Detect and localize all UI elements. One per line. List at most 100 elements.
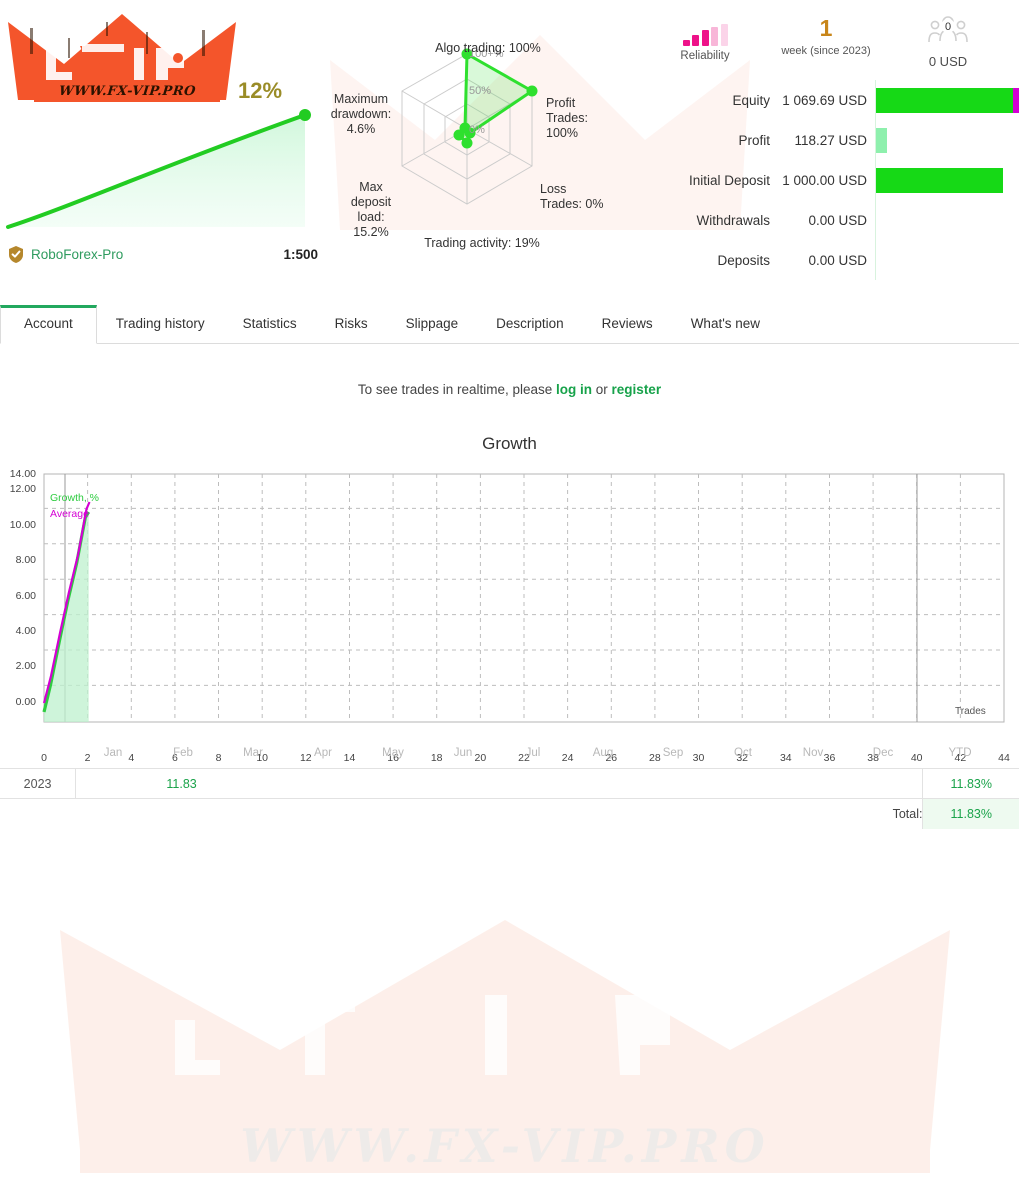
people-icon: 0 xyxy=(928,16,968,43)
metric-bar xyxy=(875,120,1019,160)
radar-label-loss-trades: Loss Trades: 0% xyxy=(540,182,604,211)
month-header-jan: Jan xyxy=(103,747,123,759)
tab-statistics[interactable]: Statistics xyxy=(242,316,297,331)
ytick-8: 8.00 xyxy=(15,554,36,566)
reliability-label: Reliability xyxy=(680,50,730,62)
table-row: 2023 11.83 11.83% xyxy=(0,768,1019,799)
tab-reviews[interactable]: Reviews xyxy=(601,316,653,331)
broker-name[interactable]: RoboForex-Pro xyxy=(31,247,124,262)
growth-percent-label: 12% xyxy=(238,78,283,103)
growth-sparkline xyxy=(6,109,311,229)
tab-account[interactable]: Account xyxy=(0,305,97,344)
total-value: 11.83% xyxy=(922,798,1019,829)
xtick-26: 26 xyxy=(605,752,618,764)
broker-row: RoboForex-Pro 1:500 xyxy=(8,246,318,263)
month-header-dec: Dec xyxy=(872,747,894,759)
site-logo: WWW.FX-VIP.PRO xyxy=(6,8,238,110)
account-age-badge: 1 week (since 2023) xyxy=(760,10,892,80)
cell-oct xyxy=(711,768,782,799)
tab-bar: Account Trading history Statistics Risks… xyxy=(0,297,1019,344)
radar-ring-label-0: 0% xyxy=(469,124,485,136)
metric-label: Equity xyxy=(732,92,770,108)
ytick-2: 2.00 xyxy=(15,660,36,672)
tab-slippage[interactable]: Slippage xyxy=(405,316,459,331)
total-label: Total: xyxy=(0,798,923,829)
radar-label-algo-trading: Algo trading: 100% xyxy=(435,41,541,55)
xtick-20: 20 xyxy=(474,752,487,764)
xtick-16: 16 xyxy=(387,752,399,764)
login-link[interactable]: log in xyxy=(556,382,593,397)
metrics-list: Equity 1 069.69 USD Profit 118.27 USD In… xyxy=(650,80,1019,280)
logo-url-banner: WWW.FX-VIP.PRO xyxy=(34,80,220,102)
svg-text:WWW.FX-VIP.PRO: WWW.FX-VIP.PRO xyxy=(240,1119,769,1173)
radar-svg xyxy=(401,48,538,205)
xtick-2: 2 xyxy=(84,752,91,764)
growth-plot-area: WWW.FX-VIP.PRO xyxy=(0,460,1019,1173)
metric-row-equity: Equity 1 069.69 USD xyxy=(650,80,1019,120)
cell-sep xyxy=(640,768,712,799)
reliability-bars-icon xyxy=(650,24,760,46)
xtick-44: 44 xyxy=(998,752,1010,764)
notice-prefix: To see trades in realtime, please xyxy=(357,382,557,397)
metric-value: 0.00 USD xyxy=(808,212,867,228)
tab-whats-new[interactable]: What's new xyxy=(690,316,761,331)
xtick-22: 22 xyxy=(518,752,530,764)
performance-radar-chart: 100+% 50% 0% Algo trading: 100% Profit Tr… xyxy=(318,14,648,276)
xtick-30: 30 xyxy=(692,752,705,764)
xtick-10: 10 xyxy=(256,752,269,764)
reliability-badge: Reliability xyxy=(650,10,760,80)
tab-trading-history[interactable]: Trading history xyxy=(115,316,205,331)
metric-value: 118.27 USD xyxy=(794,132,867,148)
ytick-4: 4.00 xyxy=(15,625,36,637)
xtick-0: 0 xyxy=(41,752,47,764)
metric-value: 1 000.00 USD xyxy=(782,172,867,188)
leverage-value: 1:500 xyxy=(283,247,318,262)
radar-ring-label-100: 100+% xyxy=(469,48,504,60)
ytick-0: 0.00 xyxy=(15,696,36,708)
month-header-feb: Feb xyxy=(173,747,193,759)
month-header-may: May xyxy=(382,747,404,759)
row-year: 2023 xyxy=(0,768,76,799)
radar-label-profit-trades: Profit Trades: 100% xyxy=(546,96,588,140)
xtick-8: 8 xyxy=(215,752,222,764)
account-summary-panel: WWW.FX-VIP.PRO 12% RoboForex-Pro 1:500 xyxy=(0,0,1019,288)
xtick-40: 40 xyxy=(910,752,923,764)
ytick-6: 6.00 xyxy=(15,590,36,602)
month-header-jun: Jun xyxy=(453,747,473,759)
metric-row-initial-deposit: Initial Deposit 1 000.00 USD xyxy=(650,160,1019,200)
realtime-notice: To see trades in realtime, please log in… xyxy=(0,382,1019,397)
xtick-18: 18 xyxy=(430,752,443,764)
tab-description[interactable]: Description xyxy=(496,316,564,331)
month-header-mar: Mar xyxy=(243,747,263,759)
register-link[interactable]: register xyxy=(611,382,662,397)
cell-jan xyxy=(75,768,147,799)
month-header-jul: Jul xyxy=(525,747,541,759)
metric-bar xyxy=(875,80,1019,120)
xtick-6: 6 xyxy=(171,752,178,764)
metric-label: Initial Deposit xyxy=(688,172,770,188)
tab-risks[interactable]: Risks xyxy=(334,316,368,331)
metric-row-deposits: Deposits 0.00 USD xyxy=(650,240,1019,280)
radar-label-max-deposit-load: Max deposit load: 15.2% xyxy=(350,180,392,239)
cell-jul xyxy=(499,768,570,799)
xtick-36: 36 xyxy=(823,752,836,764)
month-header-sep: Sep xyxy=(662,747,684,759)
growth-chart-title: Growth xyxy=(482,434,537,453)
cell-jun xyxy=(428,768,500,799)
cell-may xyxy=(358,768,429,799)
cell-feb: 11.83 xyxy=(146,768,217,799)
cell-ytd: 11.83% xyxy=(922,768,1019,799)
metric-bar xyxy=(875,240,1019,280)
xtick-24: 24 xyxy=(561,752,574,764)
metric-bar xyxy=(875,200,1019,240)
xtick-34: 34 xyxy=(779,752,792,764)
radar-ring-label-50: 50% xyxy=(469,85,492,97)
metric-label: Profit xyxy=(738,132,770,148)
cell-nov xyxy=(781,768,853,799)
ytick-12: 12.00 xyxy=(9,483,36,495)
growth-axes-svg xyxy=(42,473,1005,723)
monthly-returns-table: Jan Feb Mar Apr May Jun Jul Aug Sep Oct … xyxy=(0,747,1019,829)
cell-dec xyxy=(852,768,923,799)
xtick-4: 4 xyxy=(128,752,135,764)
month-header-apr: Apr xyxy=(314,747,332,759)
